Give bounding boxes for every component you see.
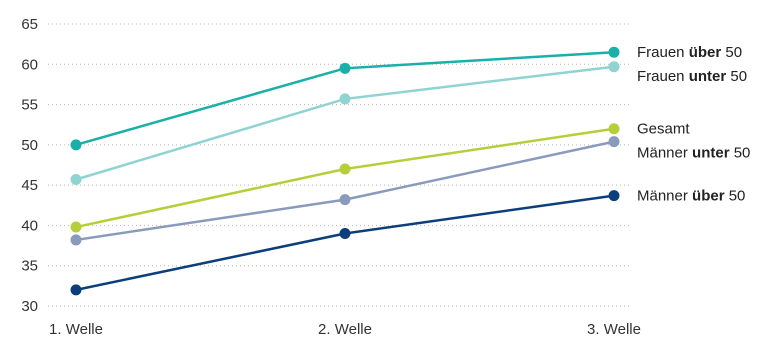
series-line xyxy=(75,127,615,229)
x-tick-label: 1. Welle xyxy=(49,321,103,338)
legend-label-part: 50 xyxy=(726,68,747,85)
legend-label-emphasis: über xyxy=(689,44,722,61)
legend-label-emphasis: unter xyxy=(689,68,727,85)
legend-label-part: Männer xyxy=(637,145,692,162)
y-tick-label: 45 xyxy=(21,177,38,194)
legend-label-emphasis: unter xyxy=(692,145,730,162)
legend-label-emphasis: über xyxy=(692,188,725,205)
data-point xyxy=(339,194,351,206)
data-point xyxy=(339,163,351,175)
y-tick-label: 30 xyxy=(21,298,38,315)
data-point xyxy=(339,93,351,105)
y-tick-label: 65 xyxy=(21,16,38,33)
data-point xyxy=(608,46,620,58)
x-axis-ticks: 1. Welle 2. Welle 3. Welle xyxy=(49,321,641,338)
x-tick-label: 2. Welle xyxy=(318,321,372,338)
data-point xyxy=(608,136,620,148)
grid-lines xyxy=(48,23,630,307)
legend-label-part: Gesamt xyxy=(637,121,690,138)
y-tick-label: 40 xyxy=(21,217,38,234)
y-axis-ticks: 30 35 40 45 50 55 60 65 xyxy=(21,16,38,315)
y-tick-label: 50 xyxy=(21,137,38,154)
legend-label: Männer über 50 xyxy=(637,188,745,205)
legend-label-part: 50 xyxy=(730,145,751,162)
legend-label-part: Frauen xyxy=(637,68,689,85)
y-tick-label: 55 xyxy=(21,97,38,114)
legend-label-part: 50 xyxy=(725,188,746,205)
x-tick-label: 3. Welle xyxy=(587,321,641,338)
data-point xyxy=(608,123,620,135)
data-point xyxy=(70,174,82,186)
legend-label: Gesamt xyxy=(637,121,690,138)
data-point xyxy=(70,284,82,296)
data-point xyxy=(608,61,620,73)
y-tick-label: 35 xyxy=(21,258,38,275)
data-point xyxy=(339,62,351,74)
legend-label: Frauen über 50 xyxy=(637,44,742,61)
data-point xyxy=(70,139,82,151)
data-point xyxy=(339,227,351,239)
data-point xyxy=(608,190,620,202)
legend-label-part: Frauen xyxy=(637,44,689,61)
legend-label-part: 50 xyxy=(721,44,742,61)
data-point xyxy=(70,234,82,246)
y-tick-label: 60 xyxy=(21,56,38,73)
legend-label: Frauen unter 50 xyxy=(637,68,747,85)
series-group xyxy=(70,46,620,296)
data-point xyxy=(70,221,82,233)
legend-label-part: Männer xyxy=(637,188,692,205)
legend-label: Männer unter 50 xyxy=(637,145,750,162)
